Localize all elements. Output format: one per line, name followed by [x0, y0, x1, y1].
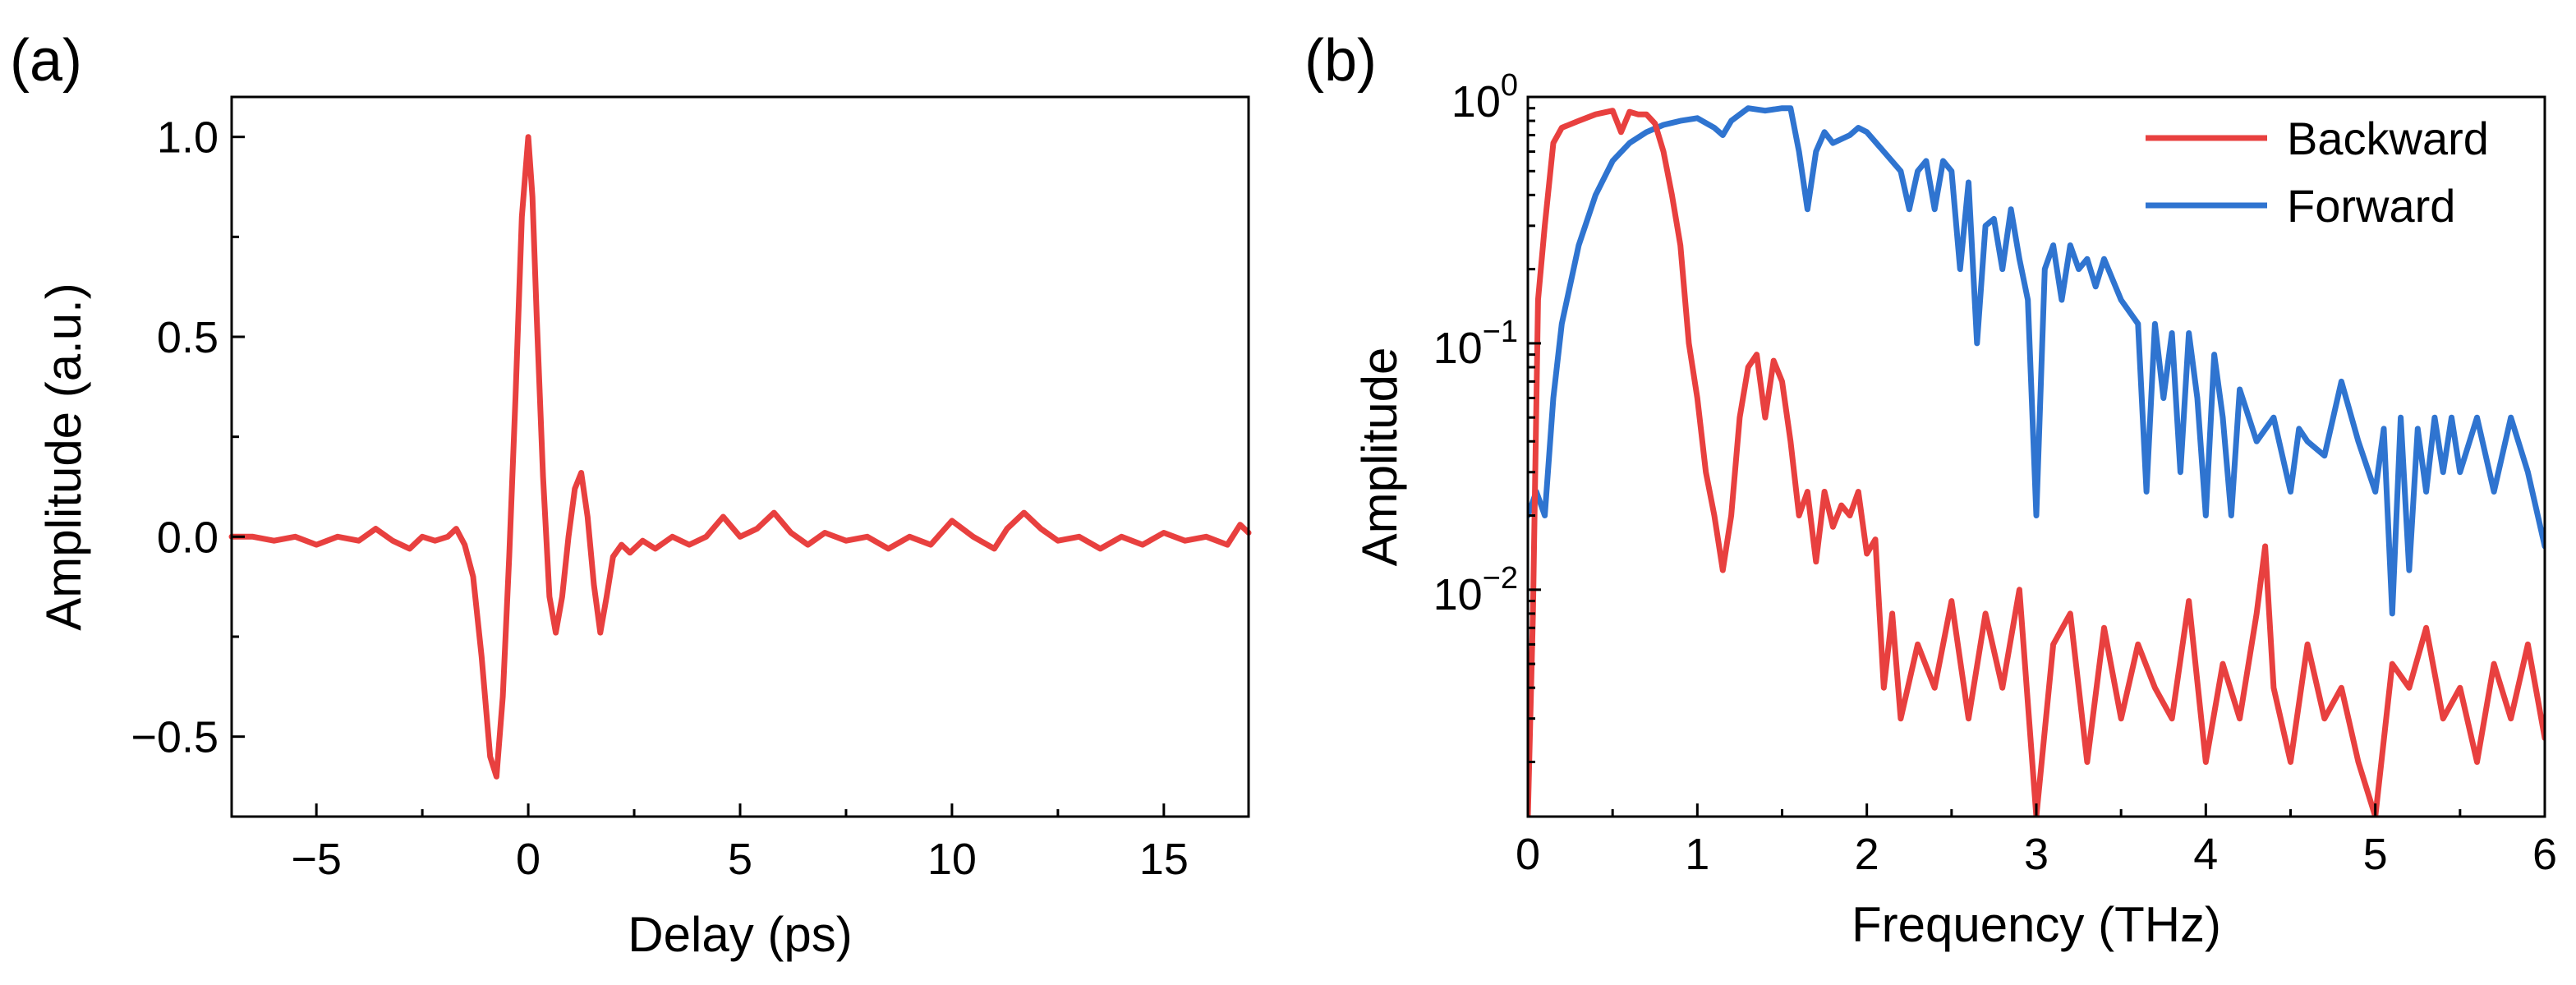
a-y-tick-label: 0.0: [157, 513, 218, 562]
a-x-tick-label: 5: [728, 835, 752, 884]
b-y-tick-base: 10: [1433, 324, 1483, 373]
panel-a-time-domain: (a) −5 0 5 10 15 −0.5 0.0 0.5 1.0 Delay (ps) Amp…: [10, 28, 1252, 962]
a-x-tick-label: 15: [1139, 835, 1189, 884]
panel-b-label: (b): [1304, 28, 1377, 94]
b-y-tick-label: 100: [1451, 68, 1518, 127]
b-series-line-forward: [1528, 105, 2545, 617]
b-y-tick-exponent: 0: [1501, 68, 1518, 103]
b-y-tick-label: 10−2: [1433, 561, 1518, 619]
panel-b-legend: Backward Forward: [2146, 113, 2489, 232]
a-x-tick-label: 10: [927, 835, 977, 884]
panel-b-y-axis-label: Amplitude: [1352, 348, 1407, 567]
legend-label-forward: Forward: [2287, 180, 2455, 232]
panel-b-x-axis-label: Frequency (THz): [1852, 897, 2221, 952]
b-series-line-backward: [1528, 108, 2545, 817]
b-x-tick-label: 3: [2024, 830, 2049, 879]
b-y-tick-label: 10−1: [1433, 315, 1518, 373]
legend-label-backward: Backward: [2287, 113, 2489, 164]
panel-b-traces: [1528, 105, 2545, 817]
panel-a-traces: [228, 134, 1252, 780]
b-x-tick-label: 0: [1516, 830, 1540, 879]
a-series-line: [228, 134, 1252, 780]
b-x-tick-label: 5: [2363, 830, 2388, 879]
b-y-tick-base: 10: [1433, 570, 1483, 619]
b-y-tick-exponent: −2: [1483, 561, 1518, 596]
a-y-tick-label: 1.0: [157, 113, 218, 163]
b-y-tick-base: 10: [1451, 77, 1501, 127]
panel-a-y-axis-label: Amplitude (a.u.): [36, 283, 91, 631]
panel-a-label: (a): [10, 28, 82, 94]
panel-a-plot-frame: [230, 95, 1250, 818]
panel-a-x-axis-label: Delay (ps): [628, 907, 852, 962]
a-y-tick-label: 0.5: [157, 313, 218, 362]
b-y-tick-exponent: −1: [1483, 315, 1518, 349]
a-x-tick-label: 0: [516, 835, 540, 884]
panel-a-ticks: −5 0 5 10 15 −0.5 0.0 0.5 1.0: [131, 113, 1188, 884]
b-x-tick-label: 2: [1855, 830, 1879, 879]
b-x-tick-label: 1: [1685, 830, 1709, 879]
b-x-tick-label: 6: [2532, 830, 2557, 879]
b-x-tick-label: 4: [2193, 830, 2218, 879]
a-x-tick-label: −5: [291, 835, 342, 884]
a-y-tick-label: −0.5: [131, 713, 218, 762]
